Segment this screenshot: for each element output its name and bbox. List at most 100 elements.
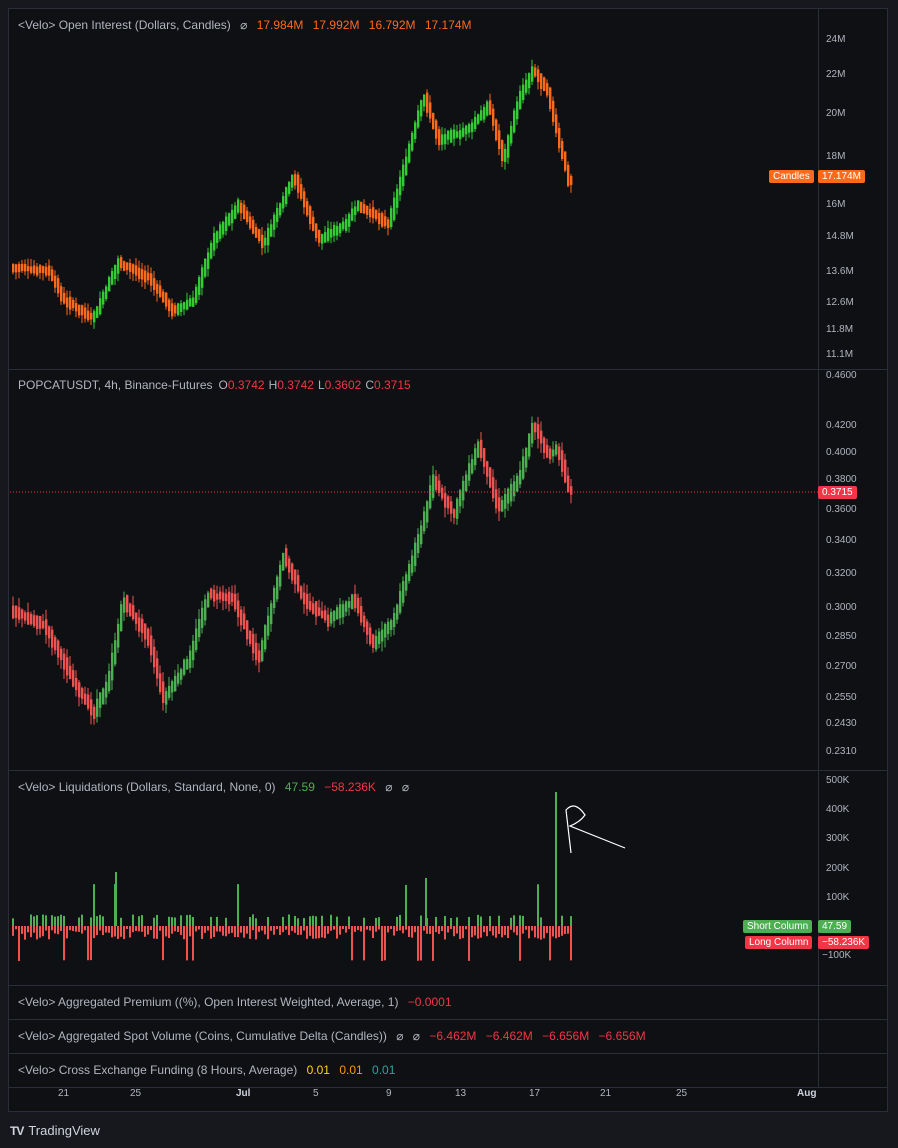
price-candle (414, 542, 417, 566)
long-liq-bar (540, 926, 542, 940)
oi-candle (42, 266, 45, 274)
oi-candle (252, 219, 255, 234)
price-candle (249, 631, 252, 644)
long-liq-bar (189, 926, 191, 937)
symbol-title[interactable]: POPCATUSDT, 4h, Binance-Futures (18, 378, 213, 392)
oi-pane[interactable] (9, 9, 819, 370)
long-liq-bar (162, 926, 164, 961)
long-liq-bar (495, 926, 497, 938)
spot-legend[interactable]: <Velo> Aggregated Spot Volume (Coins, Cu… (18, 1029, 652, 1043)
premium-scale[interactable] (818, 986, 888, 1020)
price-candle (327, 614, 330, 627)
oi-candle (402, 164, 405, 186)
oi-candle (54, 275, 57, 288)
liq-legend[interactable]: <Velo> Liquidations (Dollars, Standard, … (18, 780, 415, 794)
liq-pane[interactable] (9, 771, 819, 986)
eye-icon[interactable]: ⌀ (385, 780, 393, 794)
short-liq-bar (54, 916, 56, 926)
funding-scale[interactable] (818, 1054, 888, 1088)
price-candle (534, 422, 537, 433)
liq-scale[interactable] (818, 771, 888, 986)
tradingview-logo-icon: TV (10, 1123, 24, 1138)
long-liq-bar (426, 926, 428, 934)
price-candle (402, 581, 405, 603)
long-liq-bar (366, 926, 368, 930)
oi-candle (426, 92, 429, 113)
oi-low: 16.792M (368, 18, 416, 32)
long-liq-bar (177, 926, 179, 932)
long-liq-bar (291, 926, 293, 931)
long-liq-bar (432, 926, 434, 961)
oi-candle (66, 297, 69, 308)
liq-tick: −100K (822, 950, 852, 961)
oi-price-scale[interactable] (818, 9, 888, 370)
liq-tick: 300K (826, 833, 850, 844)
price-candle (231, 593, 234, 602)
long-liq-bar (81, 926, 83, 934)
price-candle (309, 601, 312, 611)
oi-candle (324, 232, 327, 243)
premium-title: <Velo> Aggregated Premium ((%), Open Int… (18, 995, 399, 1009)
price-pane[interactable] (9, 370, 819, 771)
long-liq-bar (501, 926, 503, 938)
long-liq-bar (465, 926, 467, 930)
funding-legend[interactable]: <Velo> Cross Exchange Funding (8 Hours, … (18, 1063, 401, 1077)
oi-candle (393, 197, 396, 220)
premium-pane[interactable] (9, 986, 819, 1020)
eye-icon[interactable]: ⌀ (396, 1029, 404, 1043)
oi-candle (339, 223, 342, 234)
liq-long-value: −58.236K (324, 780, 376, 794)
oi-candle (90, 312, 93, 320)
eye-icon[interactable]: ⌀ (401, 780, 410, 794)
long-liq-bar (456, 926, 458, 934)
oi-candle (465, 125, 468, 135)
oi-candle (180, 303, 183, 313)
premium-legend[interactable]: <Velo> Aggregated Premium ((%), Open Int… (18, 995, 458, 1009)
oi-legend[interactable]: <Velo> Open Interest (Dollars, Candles) … (18, 18, 478, 32)
price-candle (531, 422, 534, 444)
oi-candle (489, 100, 492, 115)
long-liq-bar (306, 926, 308, 939)
oi-candle (531, 66, 534, 82)
long-liq-bar (246, 926, 248, 934)
long-liq-bar (66, 926, 68, 939)
oi-candle (453, 129, 456, 139)
long-liq-bar (522, 926, 524, 934)
price-candle (489, 467, 492, 488)
long-liq-bar (480, 926, 482, 938)
open-label: O (218, 378, 228, 392)
short-liq-bar (378, 917, 380, 926)
oi-candle (519, 90, 522, 109)
price-candle (261, 640, 264, 662)
price-candle (219, 591, 222, 600)
oi-candle (246, 210, 249, 223)
price-candle (84, 693, 87, 705)
oi-candle (150, 273, 153, 286)
long-liq-bar (435, 926, 437, 933)
price-legend[interactable]: POPCATUSDT, 4h, Binance-Futures O0.3742 H0… (18, 378, 417, 392)
price-candle (408, 563, 411, 582)
long-liq-bar (321, 926, 323, 938)
eye-icon[interactable]: ⌀ (240, 18, 248, 32)
oi-candle (315, 223, 318, 238)
oi-candle (303, 191, 306, 208)
long-liq-bar (453, 926, 455, 937)
price-tick: 0.4000 (826, 447, 857, 458)
long-liq-bar (105, 926, 107, 933)
price-scale[interactable] (818, 370, 888, 771)
oi-candle (267, 227, 270, 246)
funding-pane[interactable] (9, 1054, 819, 1088)
price-candle (378, 631, 381, 644)
tradingview-brand[interactable]: TV TradingView (10, 1123, 100, 1138)
long-liq-bar (312, 926, 314, 939)
price-candle (123, 597, 126, 613)
spot-scale[interactable] (818, 1020, 888, 1054)
price-candle (465, 474, 468, 492)
oi-candle (486, 101, 489, 116)
spot-pane[interactable] (9, 1020, 819, 1054)
eye-icon[interactable]: ⌀ (412, 1029, 421, 1043)
long-liq-bar (270, 926, 272, 931)
long-liq-bar (180, 926, 182, 936)
oi-candle (162, 291, 165, 303)
